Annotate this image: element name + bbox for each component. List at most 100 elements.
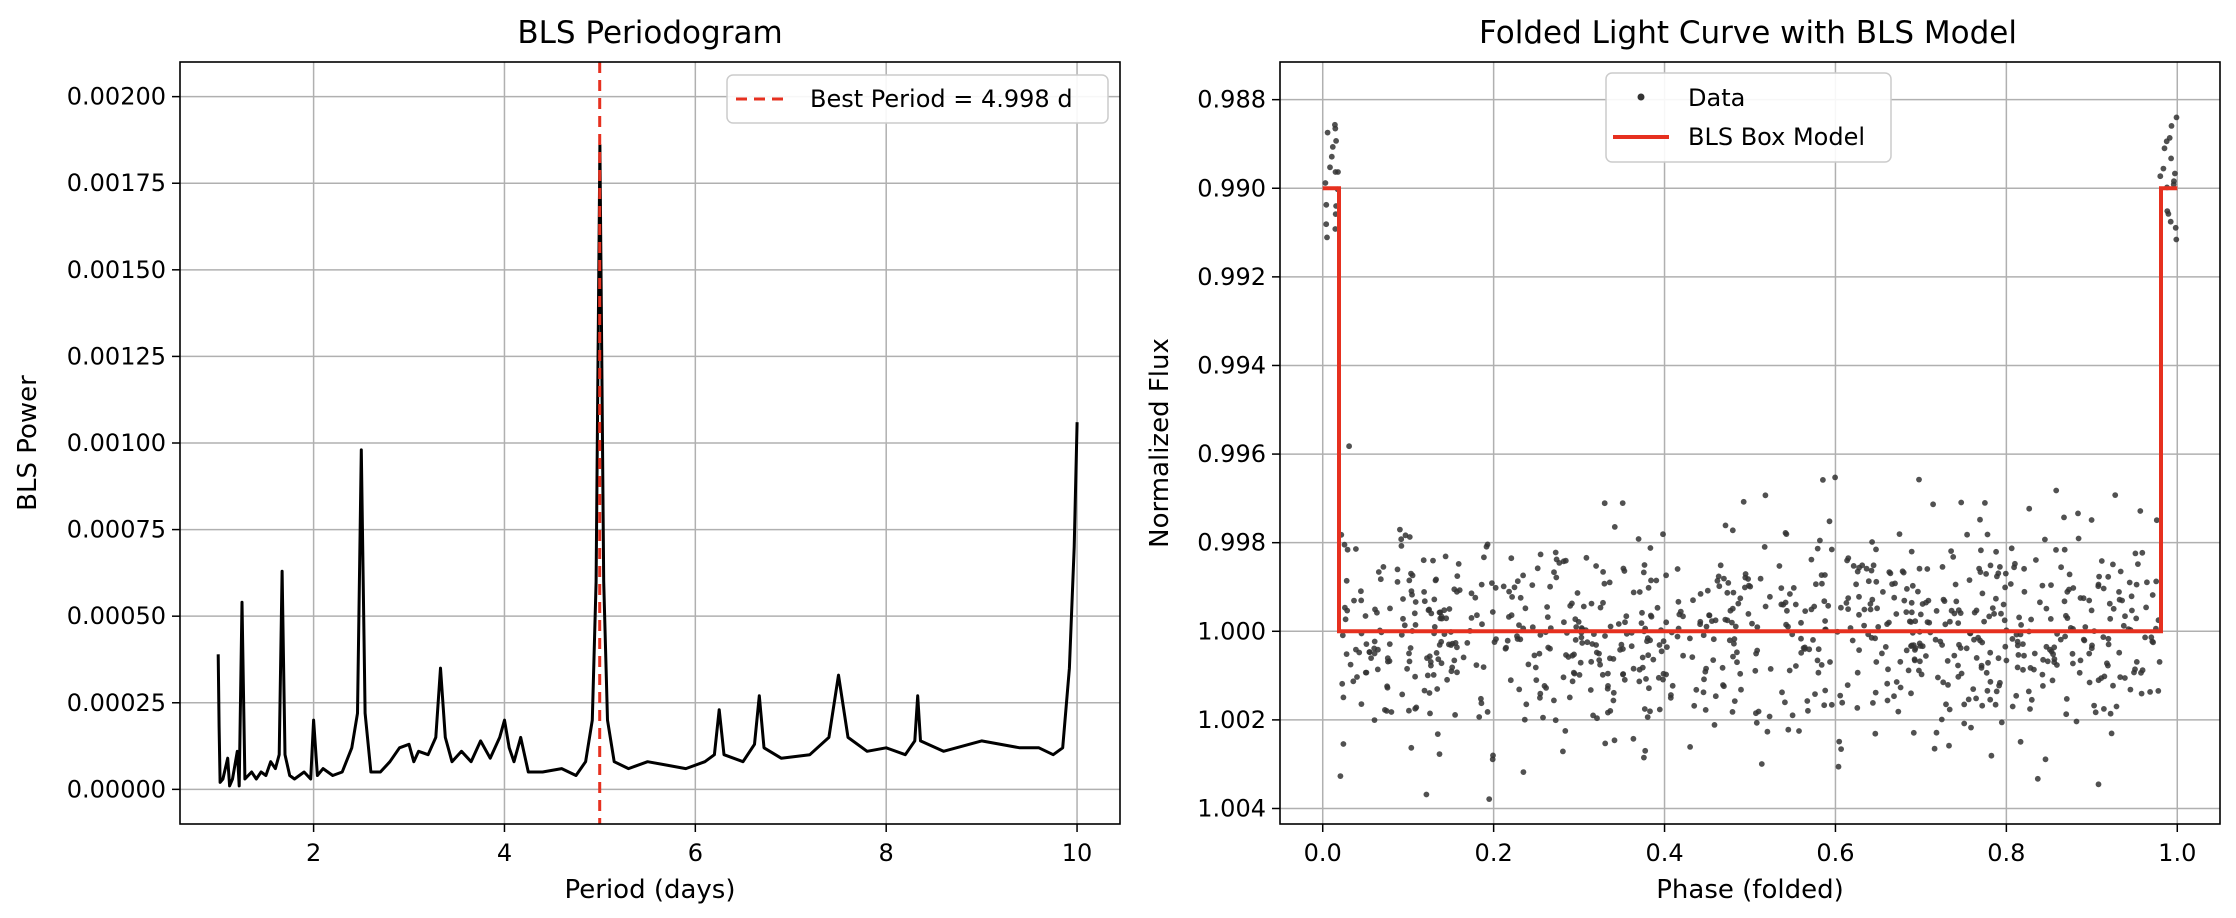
- periodogram-legend: Best Period = 4.998 d: [726, 74, 1109, 124]
- folded-data-point: [2086, 650, 2093, 657]
- folded-data-point: [1690, 597, 1696, 604]
- folded-data-point: [1454, 669, 1460, 676]
- folded-data-point: [1476, 714, 1483, 720]
- folded-data-point: [1926, 619, 1933, 626]
- folded-data-point: [1758, 761, 1765, 767]
- folded-data-point: [1997, 564, 2003, 570]
- folded-data-point: [1408, 570, 1414, 577]
- periodogram-x-ticks: 2 4 6 8 10: [306, 824, 1092, 867]
- folded-data-point: [2039, 582, 2046, 589]
- folded-data-point: [1478, 581, 1485, 588]
- folded-data-point: [1738, 686, 1744, 693]
- folded-data-point: [1412, 599, 1419, 605]
- folded-data-point: [1404, 665, 1410, 672]
- folded-data-point: [1870, 562, 1877, 569]
- folded-data-point: [2070, 660, 2076, 667]
- folded-data-point: [1968, 724, 1974, 731]
- folded-data-point: [2138, 690, 2145, 697]
- folded-data-point: [1619, 500, 1626, 506]
- folded-data-point: [1701, 676, 1707, 683]
- folded-data-point: [1897, 684, 1904, 691]
- folded-data-point: [1806, 646, 1813, 653]
- folded-data-point: [1406, 650, 1412, 657]
- folded-data-point: [1516, 686, 1523, 693]
- folded-data-point: [2173, 236, 2180, 243]
- folded-data-point: [1358, 701, 1365, 707]
- folded-data-point: [1371, 638, 1378, 645]
- folded-data-point: [1472, 594, 1479, 601]
- folded-data-point: [2153, 517, 2160, 524]
- folded-data-point: [1697, 591, 1704, 597]
- folded-frame: [1279, 61, 2221, 825]
- folded-data-point: [1942, 621, 1949, 628]
- folded-data-point: [1596, 657, 1603, 663]
- folded-data-point: [1764, 728, 1771, 735]
- folded-data-point: [2101, 706, 2107, 712]
- folded-data-point: [1991, 610, 1997, 617]
- folded-data-point: [1997, 679, 2003, 686]
- folded-data-point: [1328, 153, 1335, 160]
- folded-data-point: [2101, 673, 2108, 680]
- folded-data-point: [1408, 588, 1415, 594]
- periodogram-y-label: BLS Power: [13, 375, 43, 511]
- folded-data-point: [1641, 562, 1648, 568]
- folded-data-point: [1500, 583, 1507, 590]
- folded-data-point: [1734, 649, 1740, 656]
- folded-data-point: [1778, 585, 1785, 591]
- folded-data-point: [1562, 728, 1569, 734]
- folded-data-point: [1992, 701, 1999, 708]
- folded-data-point: [1761, 544, 1768, 550]
- folded-data-point: [1648, 577, 1654, 584]
- folded-data-point: [1580, 603, 1587, 610]
- folded-data-point: [1332, 125, 1339, 132]
- folded-data-point: [2017, 738, 2024, 745]
- folded-data-point: [2066, 571, 2073, 578]
- folded-data-point: [1911, 657, 1918, 664]
- folded-data-point: [1828, 546, 1835, 553]
- folded-data-point: [2008, 545, 2015, 552]
- folded-y-tick-label: 1.000: [1197, 617, 1266, 645]
- folded-data-point: [1377, 576, 1384, 583]
- folded-data-point: [1646, 685, 1652, 692]
- periodogram-x-tick-label: 4: [497, 839, 512, 867]
- folded-data-point: [1819, 580, 1825, 587]
- periodogram-x-tick-label: 6: [688, 839, 703, 867]
- folded-data-point: [1639, 654, 1646, 661]
- folded-legend: Data BLS Box Model: [1605, 72, 1892, 163]
- folded-data-point: [1674, 566, 1681, 572]
- folded-data-point: [1642, 747, 1649, 754]
- folded-x-label: Phase (folded): [1656, 875, 1843, 905]
- folded-data-point: [1939, 564, 1946, 570]
- folded-data-point: [2044, 658, 2051, 665]
- folded-data-point: [1426, 653, 1433, 660]
- folded-title: Folded Light Curve with BLS Model: [1479, 15, 2017, 51]
- folded-data-point: [1430, 557, 1436, 564]
- folded-data-point: [2133, 659, 2140, 665]
- folded-data-point: [1717, 562, 1724, 569]
- folded-y-tick-label: 0.996: [1197, 440, 1266, 468]
- folded-data-point: [1427, 710, 1433, 717]
- folded-x-tick-label: 0.4: [1645, 839, 1683, 867]
- folded-data-point: [2098, 558, 2105, 564]
- folded-data-point: [1636, 666, 1643, 673]
- folded-data-point: [1544, 604, 1550, 610]
- folded-data-point: [2018, 622, 2024, 628]
- folded-data-point: [1804, 698, 1811, 704]
- folded-data-point: [1552, 549, 1559, 556]
- folded-data-point: [1588, 600, 1595, 607]
- folded-data-point: [1982, 500, 1988, 506]
- folded-data-point: [1340, 694, 1347, 701]
- folded-data-point: [1837, 692, 1844, 699]
- folded-data-point: [1329, 144, 1336, 150]
- folded-data-point: [1948, 548, 1954, 554]
- folded-data-point: [1845, 555, 1852, 561]
- folded-data-point: [2095, 781, 2102, 788]
- folded-data-point: [1449, 664, 1456, 671]
- folded-data-point: [1984, 531, 1991, 538]
- folded-data-point: [1828, 701, 1835, 708]
- folded-data-point: [2043, 643, 2050, 650]
- folded-data-point: [1854, 705, 1861, 711]
- folded-data-point: [2027, 706, 2033, 712]
- folded-data-point: [1481, 554, 1487, 561]
- folded-data-point: [1912, 645, 1919, 651]
